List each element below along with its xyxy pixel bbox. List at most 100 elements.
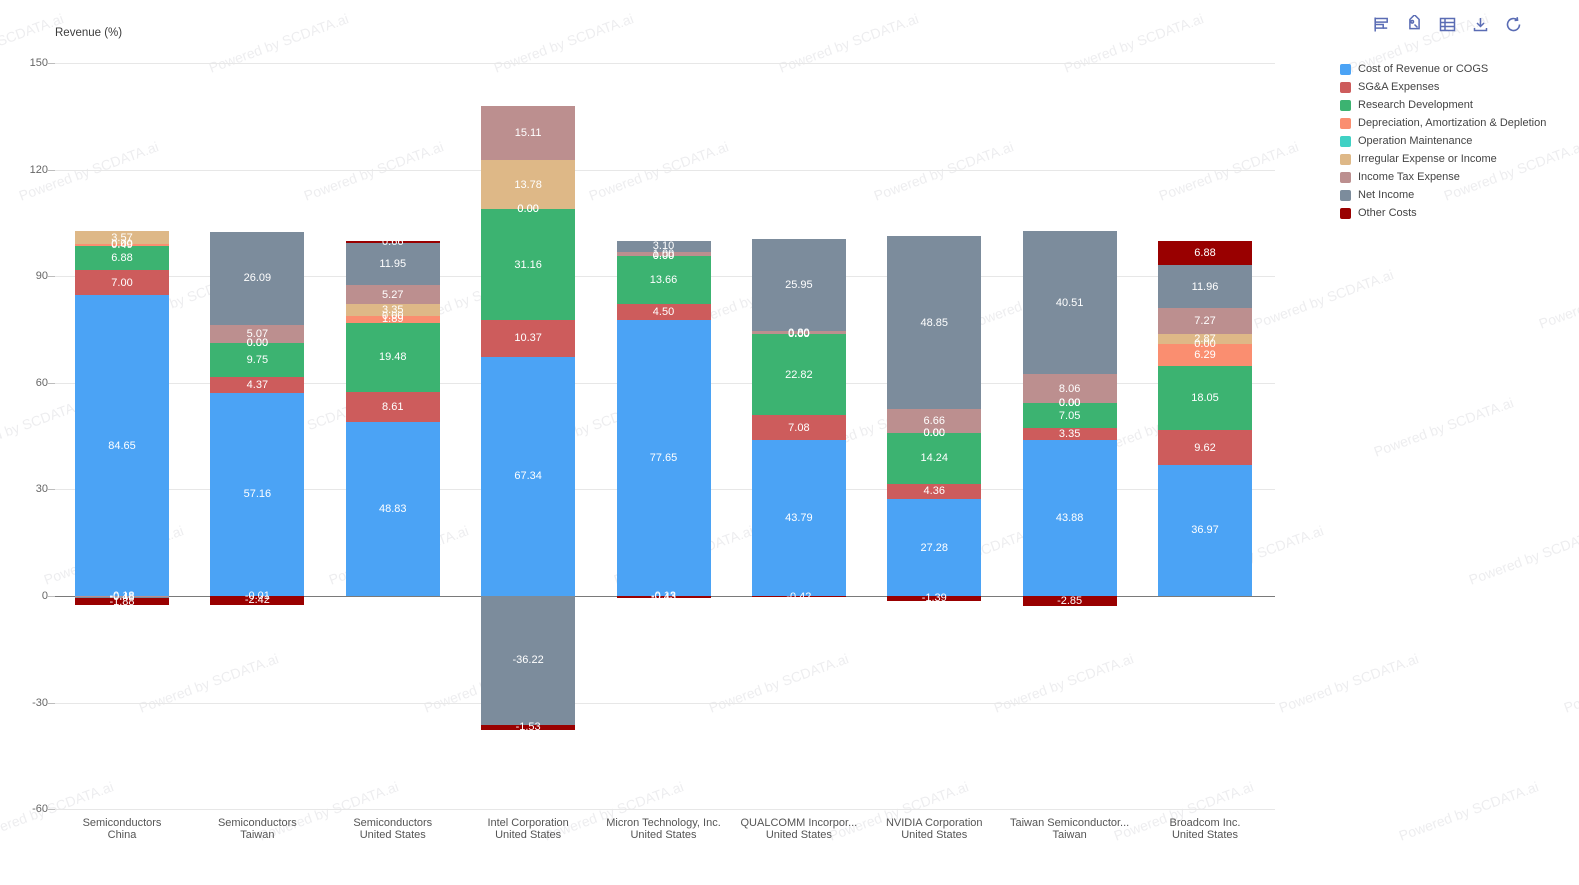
- bar-segment[interactable]: [616, 596, 711, 598]
- watermark: Powered by SCDATA.ai: [1371, 394, 1516, 460]
- bar-segment[interactable]: [616, 304, 711, 321]
- bar-segment[interactable]: [751, 415, 846, 441]
- bar-segment[interactable]: [481, 319, 576, 357]
- legend-item[interactable]: Income Tax Expense: [1340, 168, 1546, 186]
- bar-segment[interactable]: [75, 598, 169, 606]
- watermark: Powered by SCDATA.ai: [1061, 10, 1206, 76]
- bar-segment[interactable]: [75, 596, 169, 599]
- bar-segment[interactable]: [210, 324, 305, 343]
- bar-segment[interactable]: [887, 596, 982, 601]
- bar-segment[interactable]: [751, 331, 846, 335]
- bar-segment[interactable]: [1158, 240, 1252, 266]
- legend-swatch: [1340, 207, 1351, 219]
- bar-segment[interactable]: [75, 270, 169, 296]
- bar-segment[interactable]: [751, 440, 846, 596]
- bar-segment[interactable]: [345, 422, 440, 596]
- bar-segment[interactable]: [481, 160, 576, 210]
- bar-segment[interactable]: [1022, 374, 1117, 404]
- legend-item[interactable]: Net Income: [1340, 186, 1546, 204]
- gridline: [55, 702, 1275, 704]
- bar-segment[interactable]: [210, 392, 305, 596]
- bar-segment[interactable]: [1158, 343, 1252, 367]
- watermark: Powered by SCDATA.ai: [871, 138, 1016, 204]
- y-tick-label: 90: [35, 270, 48, 283]
- bar-segment[interactable]: [751, 334, 846, 416]
- bar-chart-view-button[interactable]: [1371, 14, 1391, 34]
- bar-segment[interactable]: [1022, 403, 1117, 429]
- bar-segment[interactable]: [345, 242, 440, 286]
- watermark: Powered by SCDATA.ai: [1396, 778, 1541, 844]
- bar-segment[interactable]: [210, 377, 305, 393]
- legend-item[interactable]: Depreciation, Amortization & Depletion: [1340, 114, 1546, 132]
- bar-segment[interactable]: [481, 356, 576, 596]
- legend-swatch: [1340, 153, 1351, 165]
- y-tick-mark: [48, 382, 55, 384]
- bar-segment[interactable]: [1022, 428, 1117, 441]
- bar-segment[interactable]: [345, 304, 440, 316]
- legend-swatch: [1340, 189, 1351, 201]
- x-axis-label: NVIDIA Corporation United States: [885, 817, 983, 841]
- table-view-button[interactable]: [1437, 14, 1457, 34]
- legend-swatch: [1340, 171, 1351, 183]
- bar-segment[interactable]: [616, 320, 711, 596]
- legend-item[interactable]: Operation Maintenance: [1340, 132, 1546, 150]
- legend-swatch: [1340, 117, 1351, 129]
- bar-segment[interactable]: [1158, 366, 1252, 431]
- bar-segment[interactable]: [210, 342, 305, 378]
- bar-segment[interactable]: [616, 252, 711, 256]
- bar-segment[interactable]: [345, 285, 440, 305]
- chart-legend: Cost of Revenue or COGS SG&A Expenses Rese…: [1340, 60, 1546, 222]
- legend-item[interactable]: Cost of Revenue or COGS: [1340, 60, 1546, 78]
- bar-segment[interactable]: [481, 596, 576, 725]
- bar-segment[interactable]: [210, 596, 305, 605]
- legend-item[interactable]: Research Development: [1340, 96, 1546, 114]
- bar-segment[interactable]: [1022, 230, 1117, 375]
- x-axis-label: Semiconductors United States: [353, 817, 433, 841]
- y-tick-label: -30: [32, 696, 48, 709]
- legend-label: Income Tax Expense: [1358, 171, 1460, 183]
- bar-segment[interactable]: [887, 235, 982, 410]
- bar-segment[interactable]: [75, 231, 169, 245]
- watermark: Powered by SCDATA.ai: [1156, 138, 1301, 204]
- bar-segment[interactable]: [1158, 265, 1252, 308]
- bar-segment[interactable]: [1158, 307, 1252, 334]
- watermark: Powered by SCDATA.ai: [706, 650, 851, 716]
- bar-segment[interactable]: [1022, 596, 1117, 607]
- bar-segment[interactable]: [345, 240, 440, 243]
- bar-segment[interactable]: [887, 483, 982, 500]
- bar-segment[interactable]: [1158, 333, 1252, 344]
- tag-button[interactable]: [1404, 14, 1424, 34]
- bar-segment[interactable]: [75, 596, 169, 597]
- bar-segment[interactable]: [75, 244, 169, 246]
- legend-label: Cost of Revenue or COGS: [1358, 63, 1489, 75]
- bar-segment[interactable]: [75, 295, 169, 596]
- bar-segment[interactable]: [481, 106, 576, 161]
- bar-segment[interactable]: [751, 596, 846, 598]
- bar-segment[interactable]: [210, 231, 305, 325]
- bar-segment[interactable]: [887, 432, 982, 484]
- bar-segment[interactable]: [1158, 430, 1252, 465]
- refresh-button[interactable]: [1503, 14, 1523, 34]
- legend-item[interactable]: Other Costs: [1340, 204, 1546, 222]
- chart-toolbar: [1371, 14, 1523, 34]
- bar-segment[interactable]: [481, 724, 576, 731]
- y-tick-label: 150: [29, 57, 48, 69]
- legend-item[interactable]: SG&A Expenses: [1340, 78, 1546, 96]
- bar-segment[interactable]: [481, 209, 576, 320]
- bar-segment[interactable]: [616, 240, 711, 252]
- bar-segment[interactable]: [75, 245, 169, 271]
- bar-segment[interactable]: [1158, 464, 1252, 596]
- refresh-icon: [1506, 16, 1520, 31]
- bar-segment[interactable]: [1022, 440, 1117, 596]
- legend-item[interactable]: Irregular Expense or Income: [1340, 150, 1546, 168]
- bar-segment[interactable]: [345, 391, 440, 423]
- bar-segment[interactable]: [345, 322, 440, 392]
- download-button[interactable]: [1470, 14, 1490, 34]
- y-tick-label: -60: [32, 803, 48, 816]
- bar-segment[interactable]: [887, 409, 982, 433]
- bar-segment[interactable]: [616, 255, 711, 305]
- bar-segment[interactable]: [345, 315, 440, 323]
- bar-segment[interactable]: [751, 239, 846, 332]
- bar-segment[interactable]: [887, 499, 982, 596]
- x-axis-label: Taiwan Semiconductor... Taiwan: [1010, 817, 1130, 841]
